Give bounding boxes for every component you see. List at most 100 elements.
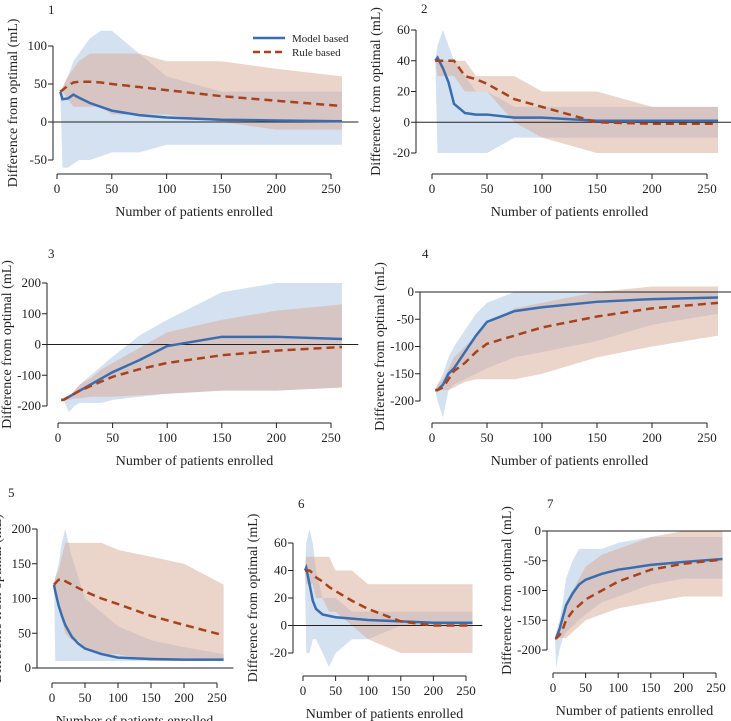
y-axis-label: Difference from optimal (mL) xyxy=(500,506,515,675)
x-tick-label: 150 xyxy=(587,430,607,445)
y-tick-label: -150 xyxy=(517,612,541,627)
x-tick-label: 250 xyxy=(321,430,341,445)
x-tick-label: 100 xyxy=(532,430,552,445)
panel-number: 2 xyxy=(421,1,428,16)
panel-3: -200 -100 0 100 200 0 50 100 150 200 250 Number of … xyxy=(0,246,359,469)
rule-line xyxy=(435,301,719,392)
x-axis-label: Number of patients enrolled xyxy=(491,454,648,469)
y-tick-label: 50 xyxy=(18,625,31,640)
panel-7: -200 -150 -100 -50 0 0 50 100 150 200 250 Number of… xyxy=(500,496,731,719)
y-tick-label: 0 xyxy=(35,337,42,352)
y-axis-label: Difference from optimal (mL) xyxy=(373,262,388,431)
x-tick-label: 50 xyxy=(481,430,494,445)
y-tick-label: 0 xyxy=(408,284,415,299)
x-tick-label: 0 xyxy=(300,683,307,698)
legend: Model based Rule based xyxy=(253,33,349,59)
y-tick-label: -50 xyxy=(30,152,47,167)
x-tick-label: 50 xyxy=(106,430,119,445)
rule-line xyxy=(59,80,343,108)
y-tick-label: 60 xyxy=(397,22,410,37)
model-line xyxy=(59,91,342,123)
x-tick-label: 250 xyxy=(207,690,227,705)
y-tick-label: 0 xyxy=(41,114,48,129)
y-tick-label: 100 xyxy=(22,306,42,321)
x-tick-label: 150 xyxy=(212,430,232,445)
rule-band xyxy=(435,60,718,153)
y-tick-label: 60 xyxy=(274,535,287,550)
panel-1: -50 0 50 100 0 50 100 150 200 250 Number of patien… xyxy=(6,2,359,220)
rule-band xyxy=(60,53,342,130)
x-tick-label: 0 xyxy=(49,690,56,705)
panel-number: 6 xyxy=(298,496,305,511)
panel-4: -200 -150 -100 -50 0 0 50 100 150 200 250 Number of… xyxy=(373,246,731,469)
y-tick-label: -150 xyxy=(390,366,414,381)
y-tick-label: 0 xyxy=(25,660,32,675)
y-tick-label: 100 xyxy=(12,591,32,606)
x-tick-label: 250 xyxy=(697,430,717,445)
panel-number: 7 xyxy=(547,496,554,511)
x-axis-label: Number of patients enrolled xyxy=(556,704,713,719)
y-tick-label: -200 xyxy=(390,393,414,408)
x-axis-label: Number of patients enrolled xyxy=(56,714,213,721)
panel-6: -20 0 20 40 60 0 50 100 150 200 250 Number of patie… xyxy=(246,496,483,721)
x-tick-label: 250 xyxy=(706,680,726,695)
model-line xyxy=(52,584,224,661)
y-tick-label: -50 xyxy=(397,311,414,326)
rule-band xyxy=(435,286,718,391)
panel-number: 5 xyxy=(8,485,15,500)
panel-5: 0 50 100 150 200 0 50 100 150 200 250 Number of pat… xyxy=(0,485,234,721)
rule-line xyxy=(435,59,718,126)
x-tick-label: 100 xyxy=(608,680,628,695)
rule-line xyxy=(304,569,473,627)
x-tick-label: 100 xyxy=(358,683,378,698)
model-line xyxy=(554,557,723,640)
x-axis-label: Number of patients enrolled xyxy=(491,205,648,220)
x-tick-label: 250 xyxy=(456,683,476,698)
x-tick-label: 50 xyxy=(79,690,92,705)
legend-model-label: Model based xyxy=(292,33,349,45)
x-tick-label: 200 xyxy=(266,181,286,196)
x-tick-label: 200 xyxy=(642,430,662,445)
rule-band xyxy=(53,542,224,662)
y-axis-label: Difference from optimal (mL) xyxy=(246,513,261,682)
model-line xyxy=(434,55,718,122)
x-tick-label: 250 xyxy=(697,181,717,196)
x-tick-label: 100 xyxy=(157,430,177,445)
y-tick-label: 200 xyxy=(12,521,32,536)
y-tick-label: 40 xyxy=(397,53,410,68)
x-tick-label: 50 xyxy=(481,181,494,196)
x-tick-label: 0 xyxy=(550,680,557,695)
y-tick-label: -100 xyxy=(517,583,541,598)
x-axis-label: Number of patients enrolled xyxy=(306,707,463,721)
x-axis-label: Number of patients enrolled xyxy=(116,454,273,469)
x-tick-label: 50 xyxy=(579,680,592,695)
x-tick-label: 150 xyxy=(391,683,411,698)
x-axis-label: Number of patients enrolled xyxy=(115,205,272,220)
y-axis-label: Difference from optimal (mL) xyxy=(0,260,15,429)
x-tick-label: 50 xyxy=(329,683,342,698)
y-tick-label: -20 xyxy=(393,145,410,160)
x-tick-label: 0 xyxy=(55,430,62,445)
rule-band xyxy=(554,531,723,639)
x-tick-label: 100 xyxy=(157,181,177,196)
model-band xyxy=(304,529,473,667)
y-tick-label: 20 xyxy=(274,590,287,605)
legend-rule-label: Rule based xyxy=(292,47,341,59)
x-tick-label: 250 xyxy=(321,181,341,196)
panel-number: 4 xyxy=(422,246,429,261)
panel-2: -20 0 20 40 60 0 50 100 150 200 250 Number of patie… xyxy=(369,1,731,220)
y-tick-label: 0 xyxy=(404,114,411,129)
y-tick-label: 50 xyxy=(34,76,47,91)
x-tick-label: 0 xyxy=(429,181,436,196)
model-line xyxy=(61,335,342,402)
y-axis-label: Difference from optimal (mL) xyxy=(0,514,5,683)
x-tick-label: 200 xyxy=(174,690,194,705)
x-tick-label: 200 xyxy=(267,430,287,445)
panel-number: 3 xyxy=(48,246,55,261)
x-tick-label: 150 xyxy=(141,690,161,705)
y-tick-label: 100 xyxy=(28,38,48,53)
x-tick-label: 100 xyxy=(108,690,128,705)
model-line xyxy=(435,296,719,392)
panel-number: 1 xyxy=(48,2,55,17)
x-tick-label: 50 xyxy=(105,181,118,196)
